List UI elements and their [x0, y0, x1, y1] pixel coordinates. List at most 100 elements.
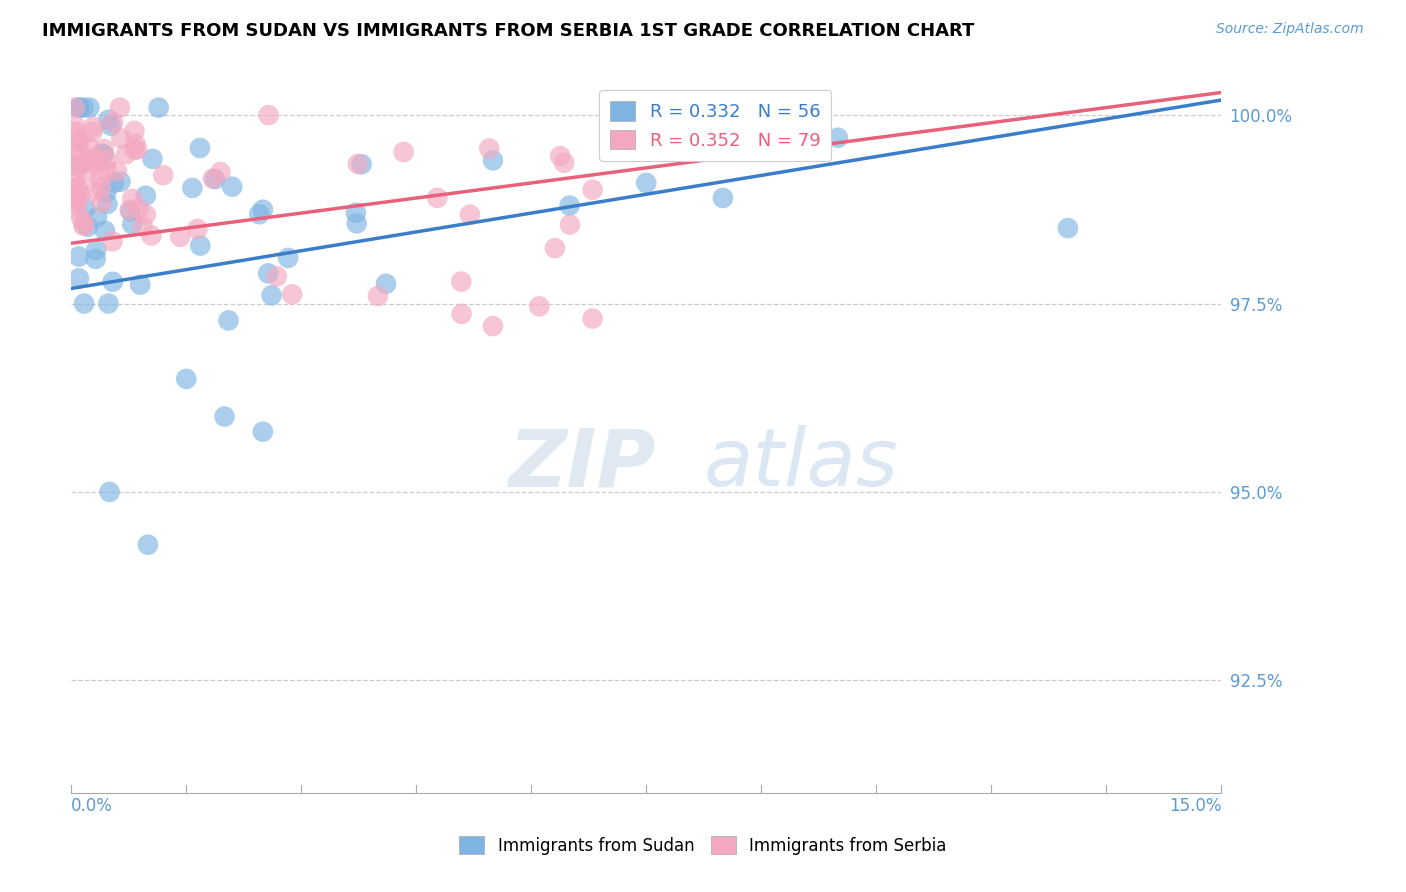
Point: [121, 192, 143, 206]
Point: [94, 224, 117, 238]
Point: [96, 153, 118, 167]
Point: [90, 195, 112, 210]
Point: [827, 130, 849, 145]
Point: [96, 197, 118, 211]
Point: [141, 228, 163, 243]
Point: [118, 203, 141, 218]
Point: [101, 275, 124, 289]
Point: [1057, 221, 1080, 235]
Point: [73, 217, 96, 231]
Point: [169, 230, 191, 244]
Point: [82, 125, 104, 139]
Point: [375, 277, 398, 291]
Text: ZIP: ZIP: [508, 425, 655, 503]
Point: [108, 101, 131, 115]
Point: [136, 538, 159, 552]
Point: [73, 296, 96, 310]
Point: [77, 139, 100, 153]
Point: [82, 156, 104, 170]
Point: [482, 153, 505, 168]
Point: [257, 108, 280, 122]
Point: [67, 161, 90, 175]
Point: [581, 311, 603, 326]
Point: [96, 163, 118, 178]
Point: [115, 147, 138, 161]
Point: [548, 149, 571, 163]
Text: IMMIGRANTS FROM SUDAN VS IMMIGRANTS FROM SERBIA 1ST GRADE CORRELATION CHART: IMMIGRANTS FROM SUDAN VS IMMIGRANTS FROM…: [42, 22, 974, 40]
Point: [181, 181, 204, 195]
Point: [93, 147, 115, 161]
Point: [66, 146, 89, 161]
Point: [84, 243, 107, 257]
Point: [67, 158, 90, 172]
Point: [63, 180, 86, 194]
Point: [558, 218, 581, 232]
Point: [544, 241, 567, 255]
Point: [553, 155, 575, 169]
Point: [188, 141, 211, 155]
Point: [82, 150, 104, 164]
Point: [204, 172, 226, 186]
Point: [257, 266, 280, 280]
Text: 15.0%: 15.0%: [1168, 797, 1222, 815]
Point: [450, 275, 472, 289]
Point: [201, 171, 224, 186]
Point: [103, 176, 125, 190]
Point: [148, 101, 170, 115]
Point: [347, 157, 370, 171]
Point: [105, 164, 128, 178]
Point: [711, 191, 734, 205]
Point: [188, 238, 211, 252]
Point: [72, 219, 94, 233]
Point: [281, 287, 304, 301]
Point: [135, 188, 157, 202]
Point: [124, 143, 146, 157]
Point: [101, 115, 124, 129]
Point: [67, 181, 90, 195]
Point: [252, 425, 274, 439]
Point: [72, 101, 94, 115]
Point: [98, 484, 121, 499]
Point: [129, 277, 152, 292]
Point: [97, 112, 120, 127]
Point: [66, 192, 89, 206]
Point: [79, 101, 101, 115]
Point: [186, 222, 208, 236]
Point: [581, 183, 603, 197]
Point: [83, 120, 105, 134]
Point: [67, 101, 90, 115]
Point: [65, 157, 87, 171]
Point: [91, 146, 114, 161]
Point: [277, 251, 299, 265]
Point: [367, 289, 389, 303]
Point: [247, 207, 270, 221]
Point: [94, 186, 117, 200]
Point: [69, 135, 91, 149]
Point: [124, 136, 146, 151]
Point: [63, 201, 86, 215]
Point: [458, 208, 481, 222]
Point: [97, 296, 120, 310]
Legend: R = 0.332   N = 56, R = 0.352   N = 79: R = 0.332 N = 56, R = 0.352 N = 79: [599, 90, 831, 161]
Point: [266, 269, 288, 284]
Point: [392, 145, 415, 159]
Point: [101, 235, 124, 249]
Point: [77, 153, 100, 168]
Point: [152, 168, 174, 182]
Text: Source: ZipAtlas.com: Source: ZipAtlas.com: [1216, 22, 1364, 37]
Point: [63, 175, 86, 189]
Point: [529, 299, 551, 313]
Point: [132, 219, 155, 234]
Point: [67, 132, 90, 146]
Point: [67, 145, 90, 160]
Point: [76, 166, 98, 180]
Point: [89, 153, 111, 168]
Point: [174, 372, 197, 386]
Point: [89, 171, 111, 186]
Point: [478, 141, 501, 155]
Text: 0.0%: 0.0%: [72, 797, 112, 815]
Point: [558, 198, 581, 212]
Point: [70, 211, 93, 226]
Point: [63, 119, 86, 133]
Point: [127, 143, 149, 157]
